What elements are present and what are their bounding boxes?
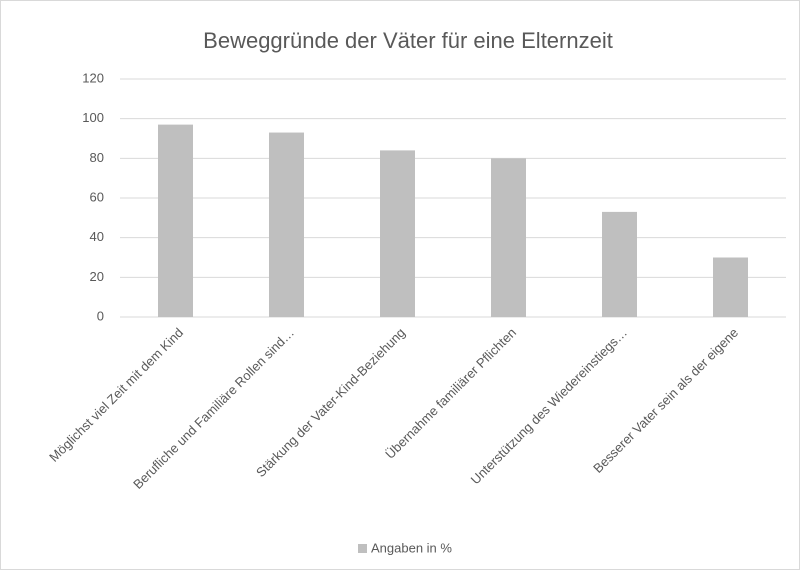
y-tick-label: 0 [97,308,104,323]
bar [269,132,304,317]
bar [602,211,637,317]
y-tick-label: 100 [82,110,104,125]
y-tick-label: 120 [82,70,104,85]
legend-swatch [358,544,367,553]
bar [380,150,415,317]
chart-title: Beweggründe der Väter für eine Elternzei… [203,28,613,53]
bar [158,124,193,317]
legend-label: Angaben in % [371,540,452,555]
y-tick-label: 40 [90,229,104,244]
y-tick-label: 60 [90,189,104,204]
bar [491,158,526,317]
y-tick-label: 20 [90,269,104,284]
y-tick-label: 80 [90,150,104,165]
bar [713,257,748,317]
